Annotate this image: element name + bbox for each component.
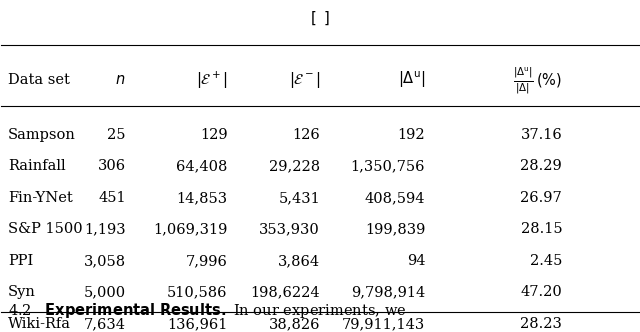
Text: 198,6224: 198,6224 (250, 285, 320, 299)
Text: 9,798,914: 9,798,914 (351, 285, 425, 299)
Text: 129: 129 (200, 128, 228, 142)
Text: $\frac{|\Delta^\mathrm{u}|}{|\Delta|}\,(\%)$: $\frac{|\Delta^\mathrm{u}|}{|\Delta|}\,(… (513, 65, 562, 96)
Text: $|\Delta^\mathrm{u}|$: $|\Delta^\mathrm{u}|$ (398, 70, 425, 90)
Text: $[\;\;]$: $[\;\;]$ (310, 9, 330, 27)
Text: Wiki-Rfa: Wiki-Rfa (8, 317, 71, 331)
Text: $n$: $n$ (115, 73, 125, 87)
Text: 136,961: 136,961 (167, 317, 228, 331)
Text: 7,996: 7,996 (186, 254, 228, 268)
Text: 306: 306 (97, 159, 125, 173)
Text: 126: 126 (292, 128, 320, 142)
Text: 38,826: 38,826 (269, 317, 320, 331)
Text: 25: 25 (107, 128, 125, 142)
Text: $|\mathcal{E}^-|$: $|\mathcal{E}^-|$ (289, 70, 320, 90)
Text: 3,864: 3,864 (278, 254, 320, 268)
Text: 199,839: 199,839 (365, 222, 425, 236)
Text: 26.97: 26.97 (520, 191, 562, 205)
Text: 3,058: 3,058 (84, 254, 125, 268)
Text: 64,408: 64,408 (176, 159, 228, 173)
Text: 1,350,756: 1,350,756 (351, 159, 425, 173)
Text: Fin-YNet: Fin-YNet (8, 191, 72, 205)
Text: 1,193: 1,193 (84, 222, 125, 236)
Text: 28.15: 28.15 (520, 222, 562, 236)
Text: 510,586: 510,586 (167, 285, 228, 299)
Text: 2.45: 2.45 (530, 254, 562, 268)
Text: 5,431: 5,431 (278, 191, 320, 205)
Text: 14,853: 14,853 (177, 191, 228, 205)
Text: PPI: PPI (8, 254, 33, 268)
Text: 7,634: 7,634 (84, 317, 125, 331)
Text: 5,000: 5,000 (84, 285, 125, 299)
Text: 408,594: 408,594 (365, 191, 425, 205)
Text: 4.2   $\mathbf{Experimental\ Results.}$ In our experiments, we: 4.2 $\mathbf{Experimental\ Results.}$ In… (8, 301, 406, 320)
Text: 79,911,143: 79,911,143 (342, 317, 425, 331)
Text: 29,228: 29,228 (269, 159, 320, 173)
Text: 451: 451 (98, 191, 125, 205)
Text: 353,930: 353,930 (259, 222, 320, 236)
Text: Data set: Data set (8, 73, 70, 87)
Text: 47.20: 47.20 (520, 285, 562, 299)
Text: $|\mathcal{E}^+|$: $|\mathcal{E}^+|$ (196, 69, 228, 91)
Text: 28.23: 28.23 (520, 317, 562, 331)
Text: 28.29: 28.29 (520, 159, 562, 173)
Text: Rainfall: Rainfall (8, 159, 65, 173)
Text: Syn: Syn (8, 285, 36, 299)
Text: 94: 94 (406, 254, 425, 268)
Text: Sampson: Sampson (8, 128, 76, 142)
Text: 37.16: 37.16 (520, 128, 562, 142)
Text: 192: 192 (397, 128, 425, 142)
Text: 1,069,319: 1,069,319 (153, 222, 228, 236)
Text: S&P 1500: S&P 1500 (8, 222, 83, 236)
